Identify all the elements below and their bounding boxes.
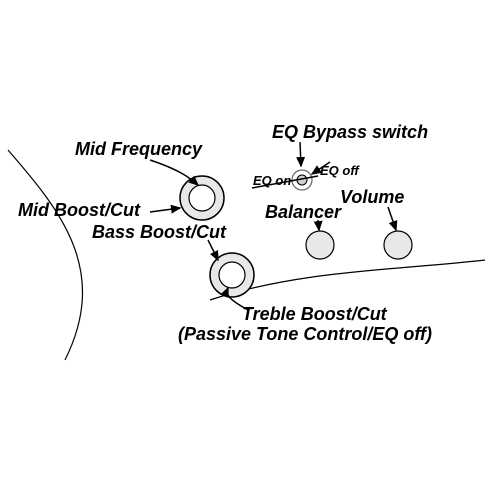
- arrow-volume: [388, 207, 396, 230]
- label-mid-frequency: Mid Frequency: [75, 139, 203, 159]
- label-treble-line2: (Passive Tone Control/EQ off): [178, 324, 432, 344]
- body-curve-left: [8, 150, 83, 360]
- arrow-bass-boost: [208, 240, 218, 260]
- label-volume: Volume: [340, 187, 404, 207]
- control-layout-diagram: Mid Frequency Mid Boost/Cut Bass Boost/C…: [0, 0, 500, 500]
- arrow-mid-boost: [150, 208, 180, 212]
- label-treble-line1: Treble Boost/Cut: [242, 304, 388, 324]
- label-eq-bypass: EQ Bypass switch: [272, 122, 428, 142]
- volume-knob: [384, 231, 412, 259]
- label-eq-on: EQ on: [253, 173, 291, 188]
- label-eq-off: EQ off: [320, 163, 360, 178]
- mid-stacked-knob: [180, 176, 224, 220]
- arrow-eq-bypass: [300, 142, 301, 166]
- label-balancer: Balancer: [265, 202, 342, 222]
- bass-treble-stacked-knob: [210, 253, 254, 297]
- label-bass-boost-cut: Bass Boost/Cut: [92, 222, 227, 242]
- balancer-knob: [306, 231, 334, 259]
- label-mid-boost-cut: Mid Boost/Cut: [18, 200, 141, 220]
